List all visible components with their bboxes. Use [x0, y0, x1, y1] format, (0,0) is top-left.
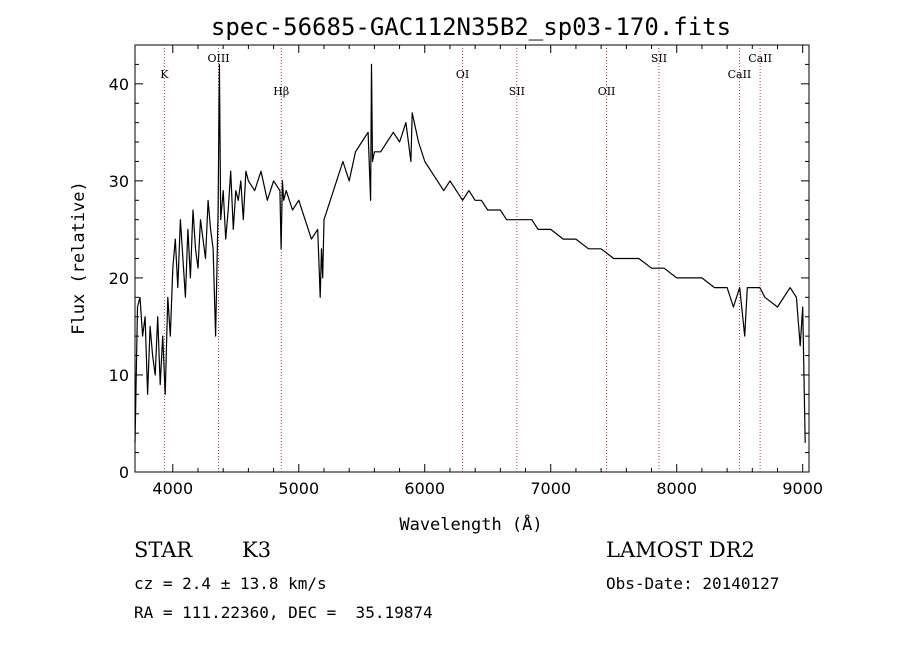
y-axis-label: Flux (relative)	[69, 181, 89, 335]
x-axis-label: Wavelength (Å)	[399, 513, 542, 535]
reference-line-label: Hβ	[273, 85, 289, 98]
plot-axes	[134, 44, 810, 473]
reference-line-label: OII	[598, 85, 616, 98]
reference-line-label: CaII	[728, 68, 752, 81]
observation-date: Obs-Date: 20140127	[606, 574, 780, 593]
plot-frame	[134, 44, 810, 473]
y-tick-label: 40	[109, 75, 129, 94]
y-tick-label: 10	[109, 366, 129, 385]
redshift-text: cz = 2.4 ± 13.8 km/s	[134, 574, 327, 593]
y-tick-label: 30	[109, 172, 129, 191]
reference-line-label: K	[160, 68, 169, 81]
survey-name: LAMOST DR2	[606, 538, 755, 562]
reference-line-label: SII	[651, 52, 667, 65]
spectrum-line	[134, 63, 806, 443]
object-subclass: K3	[242, 538, 272, 562]
chart-title: spec-56685-GAC112N35B2_sp03-170.fits	[211, 13, 731, 41]
y-tick-label: 0	[119, 463, 129, 482]
x-tick-label: 7000	[530, 479, 571, 498]
tick-group: 4000 5000 6000 7000 8000 9000 0 10 20 30 40	[109, 45, 823, 498]
coordinates-text: RA = 111.22360, DEC = 35.19874	[134, 603, 433, 622]
reference-lines: K OIII Hβ OI SII OII SII CaII CaII	[160, 45, 772, 472]
reference-line-label: OIII	[207, 52, 229, 65]
x-tick-label: 4000	[152, 479, 193, 498]
reference-line-label: CaII	[748, 52, 772, 65]
series-group	[134, 63, 806, 443]
reference-line-label: OI	[456, 68, 469, 81]
reference-line-label: SII	[509, 85, 525, 98]
x-tick-label: 6000	[404, 479, 445, 498]
x-tick-label: 8000	[656, 479, 697, 498]
object-class: STAR	[134, 538, 193, 562]
y-tick-label: 20	[109, 269, 129, 288]
x-tick-label: 5000	[278, 479, 319, 498]
x-tick-label: 9000	[782, 479, 823, 498]
